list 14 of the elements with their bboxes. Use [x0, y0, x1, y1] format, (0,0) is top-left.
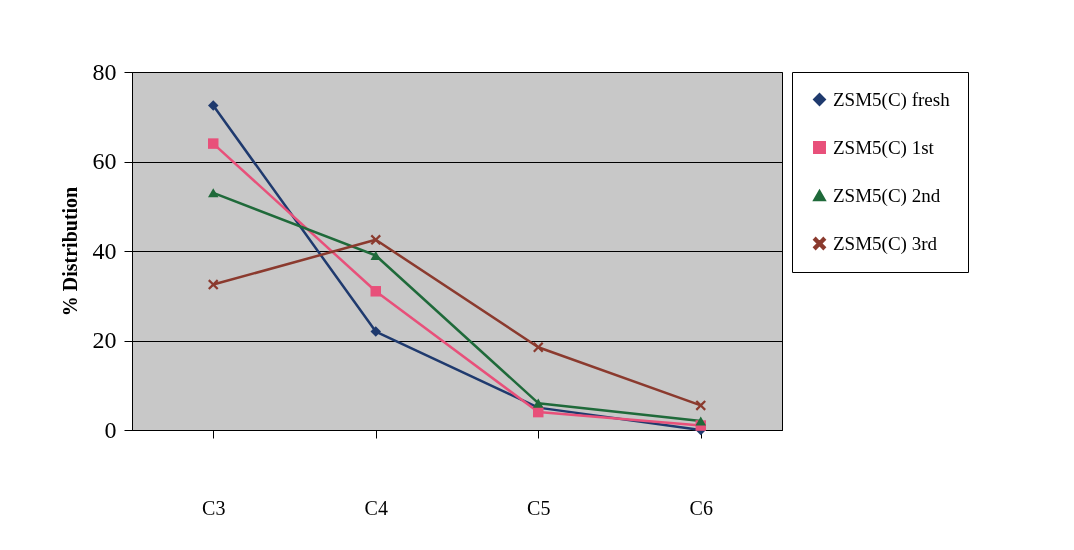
y-tick-label: 0: [104, 416, 117, 443]
x-tick-label: C6: [689, 496, 713, 519]
legend-label: ZSM5(C) 3rd: [833, 232, 938, 255]
y-tick-label: 20: [92, 327, 117, 353]
legend-label: ZSM5(C) 1st: [833, 136, 935, 159]
y-tick-label: 60: [92, 148, 117, 174]
y-axis-title: % Distribution: [58, 186, 81, 317]
y-tick-label: 80: [92, 58, 117, 85]
x-tick-label: C3: [202, 496, 226, 519]
x-tick-label: C4: [364, 496, 388, 519]
legend-label: ZSM5(C) 2nd: [833, 184, 941, 207]
legend-label: ZSM5(C) fresh: [833, 88, 951, 111]
y-tick-label: 40: [92, 237, 117, 264]
x-tick-label: C5: [527, 496, 551, 519]
